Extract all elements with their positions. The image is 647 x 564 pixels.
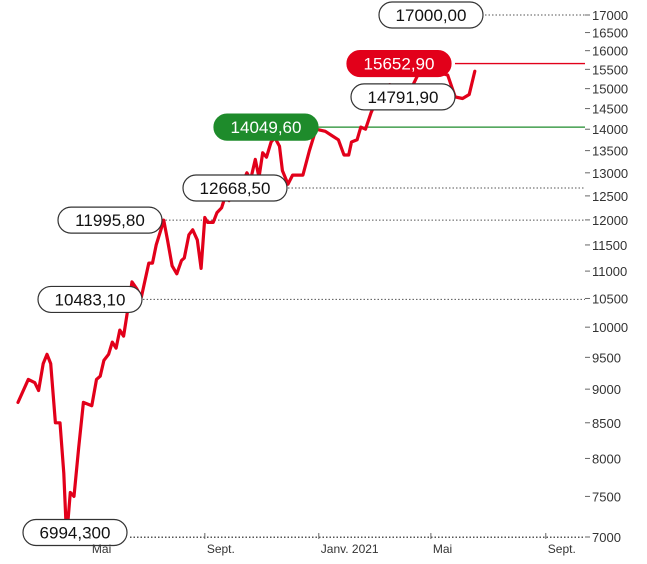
y-tick-label: 12000 [592, 213, 628, 228]
callout-label: 14049,60 [231, 118, 302, 137]
value-callout: 6994,300 [22, 518, 128, 547]
x-axis: Mai Sept. Janv. 2021 Mai Sept. [89, 533, 585, 556]
y-tick-label: 15000 [592, 82, 628, 97]
y-tick-label: 7000 [592, 530, 621, 545]
x-tick-label: Sept. [548, 542, 576, 556]
callout-label: 11995,80 [75, 211, 145, 230]
callout-label: 6994,300 [40, 523, 111, 542]
callout-pill [378, 1, 484, 29]
y-tick-label: 8500 [592, 416, 621, 431]
callout-pill [350, 83, 456, 111]
value-callout: 14791,90 [350, 83, 456, 111]
callout-pill [22, 518, 128, 547]
y-tick-label: 16000 [592, 44, 628, 59]
callout-label: 15652,90 [364, 55, 435, 74]
y-tick-label: 13000 [592, 166, 628, 181]
x-tick-label: Mai [433, 542, 452, 556]
callout-pill [57, 206, 163, 234]
value-callout: 11995,80 [57, 206, 163, 234]
x-tick-label: Sept. [207, 542, 235, 556]
y-axis: 7000 7500 8000 8500 9000 9500 10000 10500 11000 1… [585, 8, 628, 545]
y-tick-label: 9000 [592, 382, 621, 397]
y-tick-label: 15500 [592, 62, 628, 77]
callout-label: 14791,90 [368, 88, 439, 107]
callout-pill [182, 174, 288, 202]
callout-label: 10483,10 [55, 290, 126, 309]
callout-pill [346, 49, 452, 78]
y-tick-label: 14000 [592, 122, 628, 137]
y-tick-label: 16500 [592, 26, 628, 41]
y-tick-label: 9500 [592, 350, 621, 365]
y-tick-label: 10500 [592, 291, 628, 306]
y-tick-label: 11500 [592, 238, 627, 253]
y-tick-label: 13500 [592, 144, 628, 159]
callout-pill [213, 113, 319, 141]
y-tick-label: 14500 [592, 102, 628, 117]
y-tick-label: 17000 [592, 8, 628, 23]
y-tick-label: 8000 [592, 451, 621, 466]
y-tick-label: 10000 [592, 320, 628, 335]
x-tick-label: Mai [92, 542, 111, 556]
value-callout: 10483,10 [37, 285, 143, 314]
value-callout: 15652,90 [346, 49, 452, 78]
value-callouts: 15652,90 14049,60 17000,00 14791,90 12668,50… [22, 1, 484, 547]
value-callout: 14049,60 [213, 113, 319, 141]
value-callout: 12668,50 [182, 174, 288, 202]
y-tick-label: 11000 [592, 264, 627, 279]
y-tick-label: 7500 [592, 489, 621, 504]
x-tick-label: Janv. 2021 [321, 542, 379, 556]
y-tick-label: 12500 [592, 189, 628, 204]
callout-pill [37, 285, 143, 314]
value-callout: 17000,00 [378, 1, 484, 29]
callout-label: 17000,00 [396, 6, 467, 25]
callout-label: 12668,50 [200, 179, 271, 198]
